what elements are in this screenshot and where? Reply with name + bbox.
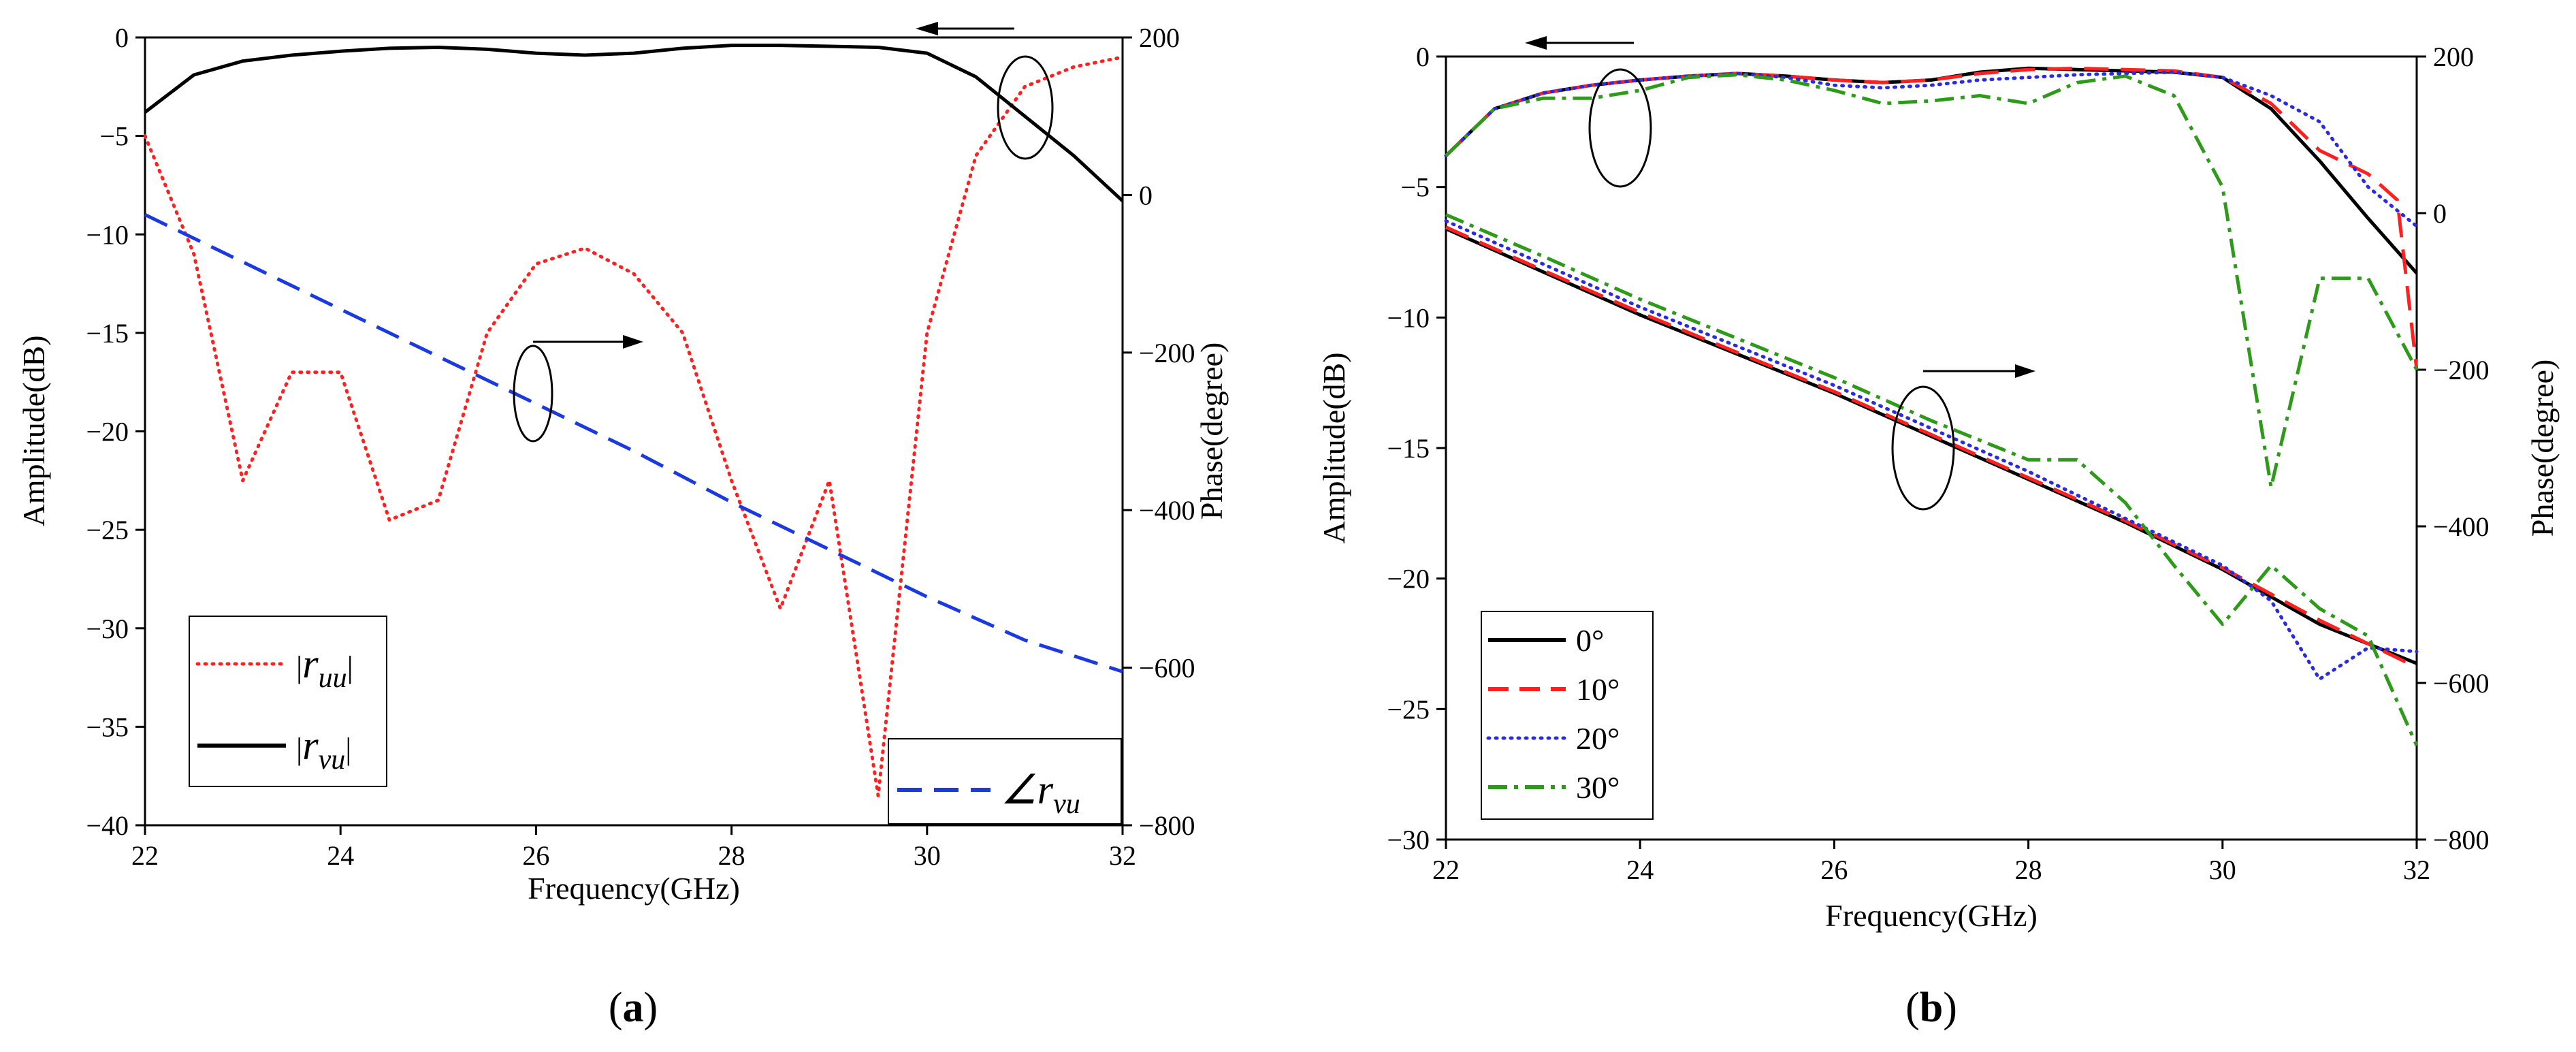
- series-line-10-phase: [1445, 225, 2418, 669]
- x-tick-label: 32: [2403, 855, 2430, 885]
- legend-item-r-vu: |rvu|: [197, 723, 351, 776]
- legend-a-phase: ∠rvu: [888, 738, 1122, 825]
- series-line-30-amplitude: [1445, 73, 2419, 489]
- legend-item-10deg: 10°: [1488, 672, 1620, 707]
- y-left-tick-label: −30: [1387, 825, 1430, 855]
- svg-text:|rvu|: |rvu|: [296, 723, 351, 776]
- y-right-tick-label: 200: [2433, 42, 2474, 72]
- x-tick-label: 28: [2015, 855, 2042, 885]
- y-left-tick-label: −10: [86, 219, 129, 250]
- x-tick-label: 32: [1109, 840, 1136, 871]
- y-left-tick-label: −20: [1387, 564, 1430, 594]
- y-left-tick-label: −10: [1387, 302, 1430, 333]
- y-axis-right-label-b: Phase(degree): [2525, 360, 2560, 537]
- x-axis-label-b: Frequency(GHz): [1825, 898, 2038, 933]
- y-right-tick-label: −400: [1139, 495, 1195, 526]
- y-right-tick-label: −200: [2433, 355, 2490, 385]
- y-axis-left-label-b: Amplitude(dB): [1317, 352, 1351, 543]
- x-tick-label: 30: [914, 840, 941, 871]
- y-left-tick-label: −20: [86, 417, 129, 447]
- y-left-tick-label: 0: [115, 22, 129, 53]
- series-line-0-phase: [1445, 227, 2417, 665]
- panel-a: 22 24 26 28 30 32 0 −5 −10 −15 −20 −25 −30 −35 −40 200 0…: [16, 22, 1229, 1031]
- x-tick-label: 28: [718, 840, 745, 871]
- y-left-tick-label: −15: [1387, 433, 1430, 464]
- caption-a: (a): [609, 985, 658, 1031]
- y-left-tick-label: 0: [1416, 42, 1430, 72]
- ticks-b: 22 24 26 28 30 32 0 −5 −10 −15 −20 −25 −30 200 0 −200 −4…: [1387, 42, 2489, 885]
- y-right-tick-label: −200: [1139, 338, 1195, 368]
- legend-a-amplitude: |ruu| |rvu|: [189, 616, 387, 787]
- legend-item-angle-r-vu: ∠rvu: [897, 767, 1080, 820]
- y-right-tick-label: −600: [1139, 653, 1195, 684]
- svg-text:|ruu|: |ruu|: [296, 641, 353, 694]
- annotation-arrow-phase-b: [1891, 364, 2035, 511]
- series-line-30-phase: [1445, 213, 2419, 747]
- y-right-tick-label: −800: [2433, 825, 2490, 855]
- y-right-tick-label: −800: [1139, 810, 1195, 841]
- series-line--r-vu-: [144, 44, 1124, 202]
- x-tick-label: 22: [131, 840, 159, 871]
- y-right-tick-label: 0: [1139, 180, 1153, 210]
- svg-text:20°: 20°: [1576, 721, 1620, 756]
- y-axis-right-label-a: Phase(degree): [1194, 342, 1229, 520]
- legend-item-r-uu: |ruu|: [195, 641, 353, 694]
- series-lines-b: [1444, 66, 2419, 747]
- legend-item-20deg: 20°: [1486, 721, 1620, 756]
- y-left-tick-label: −25: [1387, 694, 1430, 724]
- series-lines-a: [143, 44, 1125, 798]
- legend-item-30deg: 30°: [1488, 770, 1620, 805]
- annotation-arrow-phase-a: [513, 335, 643, 443]
- y-left-tick-label: −5: [1400, 172, 1430, 203]
- legend-item-0deg: 0°: [1488, 623, 1604, 658]
- y-axis-left-label-a: Amplitude(dB): [16, 335, 51, 526]
- caption-b: (b): [1905, 985, 1957, 1031]
- svg-text:∠rvu: ∠rvu: [1001, 767, 1080, 820]
- x-tick-label: 26: [522, 840, 549, 871]
- series-line-10-amplitude: [1445, 66, 2419, 370]
- svg-text:30°: 30°: [1576, 770, 1620, 805]
- y-left-tick-label: −35: [86, 712, 129, 742]
- legend-b: 0° 10° 20° 30°: [1481, 611, 1654, 820]
- y-right-tick-label: 200: [1139, 22, 1180, 53]
- x-tick-label: 30: [2209, 855, 2236, 885]
- panel-b: 22 24 26 28 30 32 0 −5 −10 −15 −20 −25 −30 200 0 −200 −4…: [1317, 36, 2560, 1031]
- annotation-arrow-amplitude-a: [916, 22, 1054, 160]
- annotation-arrow-amplitude-b: [1525, 36, 1652, 188]
- y-left-tick-label: −40: [86, 810, 129, 841]
- ticks-a: 22 24 26 28 30 32 0 −5 −10 −15 −20 −25 −30 −35 −40 200 0…: [86, 22, 1195, 871]
- y-right-tick-label: 0: [2433, 198, 2447, 229]
- y-left-tick-label: −5: [99, 121, 129, 152]
- x-tick-label: 26: [1820, 855, 1848, 885]
- x-tick-label: 22: [1432, 855, 1460, 885]
- svg-text:10°: 10°: [1576, 672, 1620, 707]
- series-line--r-uu-: [143, 55, 1125, 798]
- series-line-20-amplitude: [1444, 70, 2419, 228]
- x-tick-label: 24: [1626, 855, 1654, 885]
- x-tick-label: 24: [327, 840, 354, 871]
- y-right-tick-label: −400: [2433, 511, 2490, 542]
- x-axis-label-a: Frequency(GHz): [528, 871, 740, 906]
- y-left-tick-label: −30: [86, 613, 129, 644]
- series-line-20-phase: [1444, 219, 2419, 681]
- y-left-tick-label: −25: [86, 515, 129, 545]
- y-left-tick-label: −15: [86, 318, 129, 349]
- y-right-tick-label: −600: [2433, 668, 2490, 699]
- series-line--r-vu: [144, 213, 1123, 673]
- svg-text:0°: 0°: [1576, 623, 1604, 658]
